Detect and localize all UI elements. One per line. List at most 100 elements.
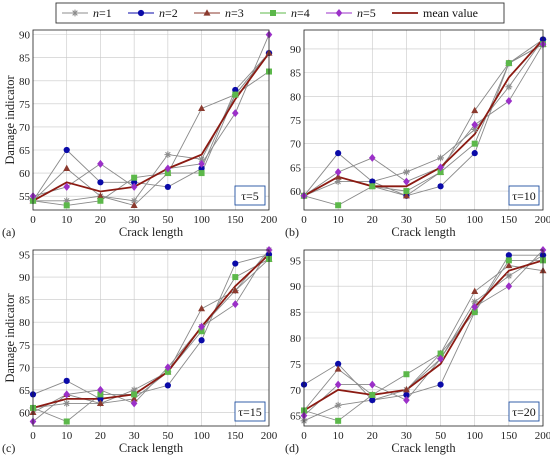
data-point: [403, 177, 410, 186]
data-point: [505, 282, 513, 291]
data-point: [198, 328, 205, 335]
axes-frame: [32, 29, 270, 211]
legend-marker: [203, 9, 211, 16]
y-tick-label: 95: [290, 255, 302, 267]
data-point: [164, 164, 172, 173]
data-point: [198, 304, 206, 312]
y-axis-title: Damage indicator: [3, 293, 17, 383]
data-point: [403, 371, 410, 378]
data-point: [164, 363, 172, 372]
y-tick-label: 85: [290, 68, 302, 80]
y-tick-label: 70: [290, 385, 302, 397]
x-tick-label: 30: [401, 214, 413, 226]
x-tick-label: 20: [367, 430, 379, 442]
legend-value: =5: [363, 6, 376, 20]
y-tick-label: 60: [19, 407, 31, 419]
data-point: [63, 182, 71, 191]
data-point: [164, 183, 171, 191]
mean-series-line: [32, 253, 270, 409]
data-point: [96, 399, 104, 407]
x-tick-label: 20: [95, 430, 107, 442]
data-point: [368, 153, 376, 162]
tau-annotation: τ=15: [238, 405, 262, 419]
data-point: [63, 377, 70, 384]
series-line: [303, 254, 544, 422]
y-tick-label: 70: [19, 122, 31, 134]
data-point: [63, 197, 71, 205]
data-point: [403, 396, 410, 405]
legend-marker: [270, 10, 276, 16]
x-tick-label: 30: [401, 430, 413, 442]
y-tick-label: 65: [19, 385, 31, 397]
data-point: [63, 400, 71, 407]
y-tick-label: 90: [290, 44, 302, 56]
x-tick-label: 0: [301, 214, 307, 226]
series-line: [32, 249, 270, 409]
x-tick-label: 10: [333, 430, 345, 442]
y-tick-label: 95: [19, 250, 31, 262]
y-axis-title: Damage indicator: [3, 75, 17, 165]
y-tick-label: 65: [290, 162, 302, 174]
x-tick-label: 100: [193, 430, 210, 442]
y-tick-label: 75: [19, 340, 31, 352]
x-tick-label: 0: [30, 430, 36, 442]
legend-entry-label: mean value: [423, 6, 478, 20]
legend-entry-label: n=5: [357, 6, 376, 20]
data-point: [471, 302, 479, 311]
data-point: [505, 257, 512, 264]
data-point: [131, 174, 138, 181]
tau-annotation-box: [508, 401, 540, 422]
data-point: [131, 391, 138, 398]
y-tick-label: 70: [290, 139, 302, 151]
data-point: [63, 418, 70, 425]
x-tick-label: 200: [535, 214, 550, 226]
data-point: [232, 260, 239, 267]
data-point: [334, 178, 342, 185]
data-point: [369, 397, 376, 404]
x-tick-label: 150: [501, 430, 518, 442]
data-point: [96, 192, 104, 199]
data-point: [335, 360, 342, 367]
data-point: [334, 365, 342, 372]
axes-frame: [303, 29, 544, 211]
data-point: [437, 154, 444, 162]
data-point: [97, 385, 104, 394]
legend-var: n: [159, 6, 165, 20]
data-point: [198, 322, 205, 331]
data-point: [471, 140, 478, 147]
data-point: [232, 86, 239, 94]
y-tick-label: 85: [19, 295, 31, 307]
data-point: [368, 380, 376, 389]
data-point: [471, 120, 479, 129]
y-tick-label: 90: [290, 281, 302, 293]
panel-tag: (b): [285, 225, 299, 239]
data-point: [130, 197, 138, 205]
data-point: [403, 168, 410, 176]
tau-annotation: τ=20: [512, 405, 536, 419]
x-axis-title: Crack length: [119, 441, 184, 455]
mean-series-line: [32, 52, 270, 202]
legend-marker: [335, 9, 343, 17]
legend-value: =3: [231, 6, 244, 20]
data-point: [97, 391, 104, 398]
x-tick-label: 150: [227, 430, 244, 442]
series-line: [303, 254, 543, 401]
data-point: [198, 170, 205, 177]
x-tick-label: 200: [261, 214, 278, 226]
data-point: [437, 163, 444, 172]
data-point: [505, 60, 512, 67]
legend-value: =4: [297, 6, 310, 20]
data-point: [231, 300, 239, 309]
legend-value: mean value: [423, 6, 478, 20]
data-point: [369, 183, 376, 190]
series-line: [303, 259, 543, 422]
y-tick-label: 60: [19, 168, 31, 180]
panel-a: 0 10 20 30 50 100 150 200 55 60 65 70 75 80 85 90 Crack …: [2, 29, 278, 239]
data-point: [505, 272, 513, 280]
data-point: [334, 173, 342, 180]
data-point: [437, 183, 444, 190]
series-line: [303, 43, 544, 197]
data-point: [231, 286, 239, 294]
legend-var: n: [93, 6, 99, 20]
